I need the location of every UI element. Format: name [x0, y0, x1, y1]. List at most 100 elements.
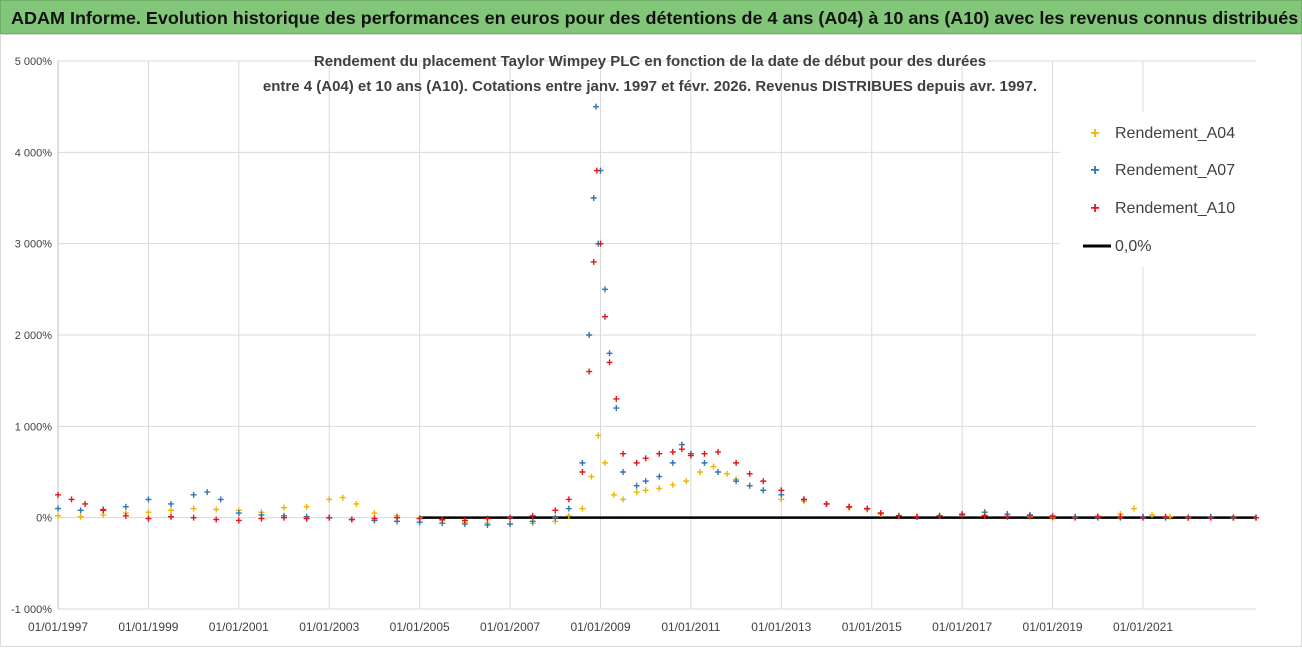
data-point	[613, 405, 620, 412]
data-point	[100, 507, 107, 514]
data-point	[606, 350, 613, 357]
data-point	[760, 478, 767, 485]
data-point	[55, 512, 61, 519]
x-tick-label: 01/01/1997	[28, 620, 88, 634]
data-point	[122, 512, 129, 519]
data-point	[710, 463, 717, 470]
data-point	[669, 448, 676, 455]
x-tick-label: 01/01/2013	[751, 620, 811, 634]
y-tick-label: 1 000%	[15, 421, 53, 433]
data-point	[281, 514, 288, 521]
data-point	[593, 167, 600, 174]
data-point	[145, 509, 152, 516]
data-point	[1162, 513, 1169, 520]
data-point	[602, 313, 609, 320]
y-axis-ticks: -1 000% 0% 1 000% 2 000% 3 000% 4 000% 5 000%	[11, 56, 52, 616]
y-tick-label: 5 000%	[15, 56, 53, 68]
data-point	[204, 489, 211, 496]
data-point	[579, 469, 586, 475]
data-point	[122, 503, 129, 510]
data-point	[586, 332, 593, 338]
data-point	[145, 515, 152, 522]
chart-subtitle: entre 4 (A04) et 10 ans (A10). Cotations…	[263, 78, 1037, 95]
data-point	[620, 469, 627, 475]
data-point	[565, 496, 572, 503]
data-point	[778, 487, 785, 494]
data-point	[687, 452, 694, 459]
data-point	[696, 469, 703, 475]
data-point	[552, 514, 559, 521]
data-point	[235, 517, 242, 524]
data-point	[579, 505, 586, 512]
data-point	[846, 503, 853, 510]
data-point	[642, 455, 649, 462]
data-point	[592, 103, 599, 110]
data-point	[168, 500, 175, 507]
data-point	[669, 459, 676, 466]
data-point	[1117, 513, 1124, 520]
data-point	[68, 496, 75, 503]
data-point	[1026, 512, 1033, 519]
data-point	[371, 515, 378, 522]
data-point	[733, 478, 740, 485]
data-point	[895, 512, 902, 519]
data-point	[303, 503, 310, 510]
data-point	[864, 505, 871, 512]
x-tick-label: 01/01/1999	[118, 620, 178, 634]
x-axis-ticks: 01/01/1997 01/01/1999 01/01/2001 01/01/2003…	[28, 620, 1173, 634]
legend-box	[1060, 112, 1260, 267]
legend-marker-a07: +	[1090, 162, 1099, 179]
legend: + Rendement_A04 + Rendement_A07 + Rendem…	[1060, 112, 1260, 267]
data-point	[877, 510, 884, 517]
data-point	[1253, 514, 1259, 521]
data-point	[586, 368, 593, 375]
data-point	[981, 512, 988, 519]
data-point	[55, 491, 61, 498]
data-point	[590, 258, 597, 265]
data-point	[656, 485, 663, 492]
data-point	[339, 494, 346, 501]
data-point	[1094, 513, 1101, 520]
data-point	[1130, 505, 1137, 512]
data-point	[1004, 513, 1011, 520]
data-point	[760, 487, 767, 494]
data-point	[1207, 514, 1214, 521]
data-point	[303, 515, 310, 522]
data-point	[642, 487, 649, 494]
data-point	[258, 515, 265, 522]
data-point	[701, 459, 708, 466]
data-point	[669, 481, 676, 488]
y-tick-label: 4 000%	[15, 147, 53, 159]
grid-layer	[57, 60, 1256, 610]
legend-label-a07: Rendement_A07	[1115, 162, 1235, 179]
data-point	[746, 470, 753, 477]
data-point	[168, 507, 175, 514]
data-point	[913, 513, 920, 520]
data-point	[633, 482, 640, 489]
data-point	[597, 240, 604, 247]
data-point	[565, 512, 572, 519]
x-tick-label: 01/01/2015	[842, 620, 902, 634]
data-point	[611, 491, 618, 498]
data-point	[633, 489, 640, 496]
data-point	[190, 491, 197, 498]
data-point	[213, 506, 220, 513]
data-point	[484, 521, 491, 528]
data-point	[606, 359, 613, 366]
data-point	[683, 478, 690, 485]
data-point	[746, 482, 753, 489]
data-point	[701, 450, 708, 457]
data-point	[936, 512, 943, 519]
data-point	[529, 518, 536, 525]
data-point	[507, 521, 514, 528]
data-point	[281, 504, 288, 511]
data-point	[217, 496, 224, 503]
x-tick-label: 01/01/2021	[1113, 620, 1173, 634]
data-point	[145, 496, 152, 503]
legend-label-a04: Rendement_A04	[1115, 125, 1235, 142]
data-point	[439, 516, 446, 523]
x-tick-label: 01/01/2007	[480, 620, 540, 634]
data-point	[190, 514, 197, 521]
series-rendement-a10	[55, 167, 1259, 524]
data-point	[1072, 514, 1079, 521]
